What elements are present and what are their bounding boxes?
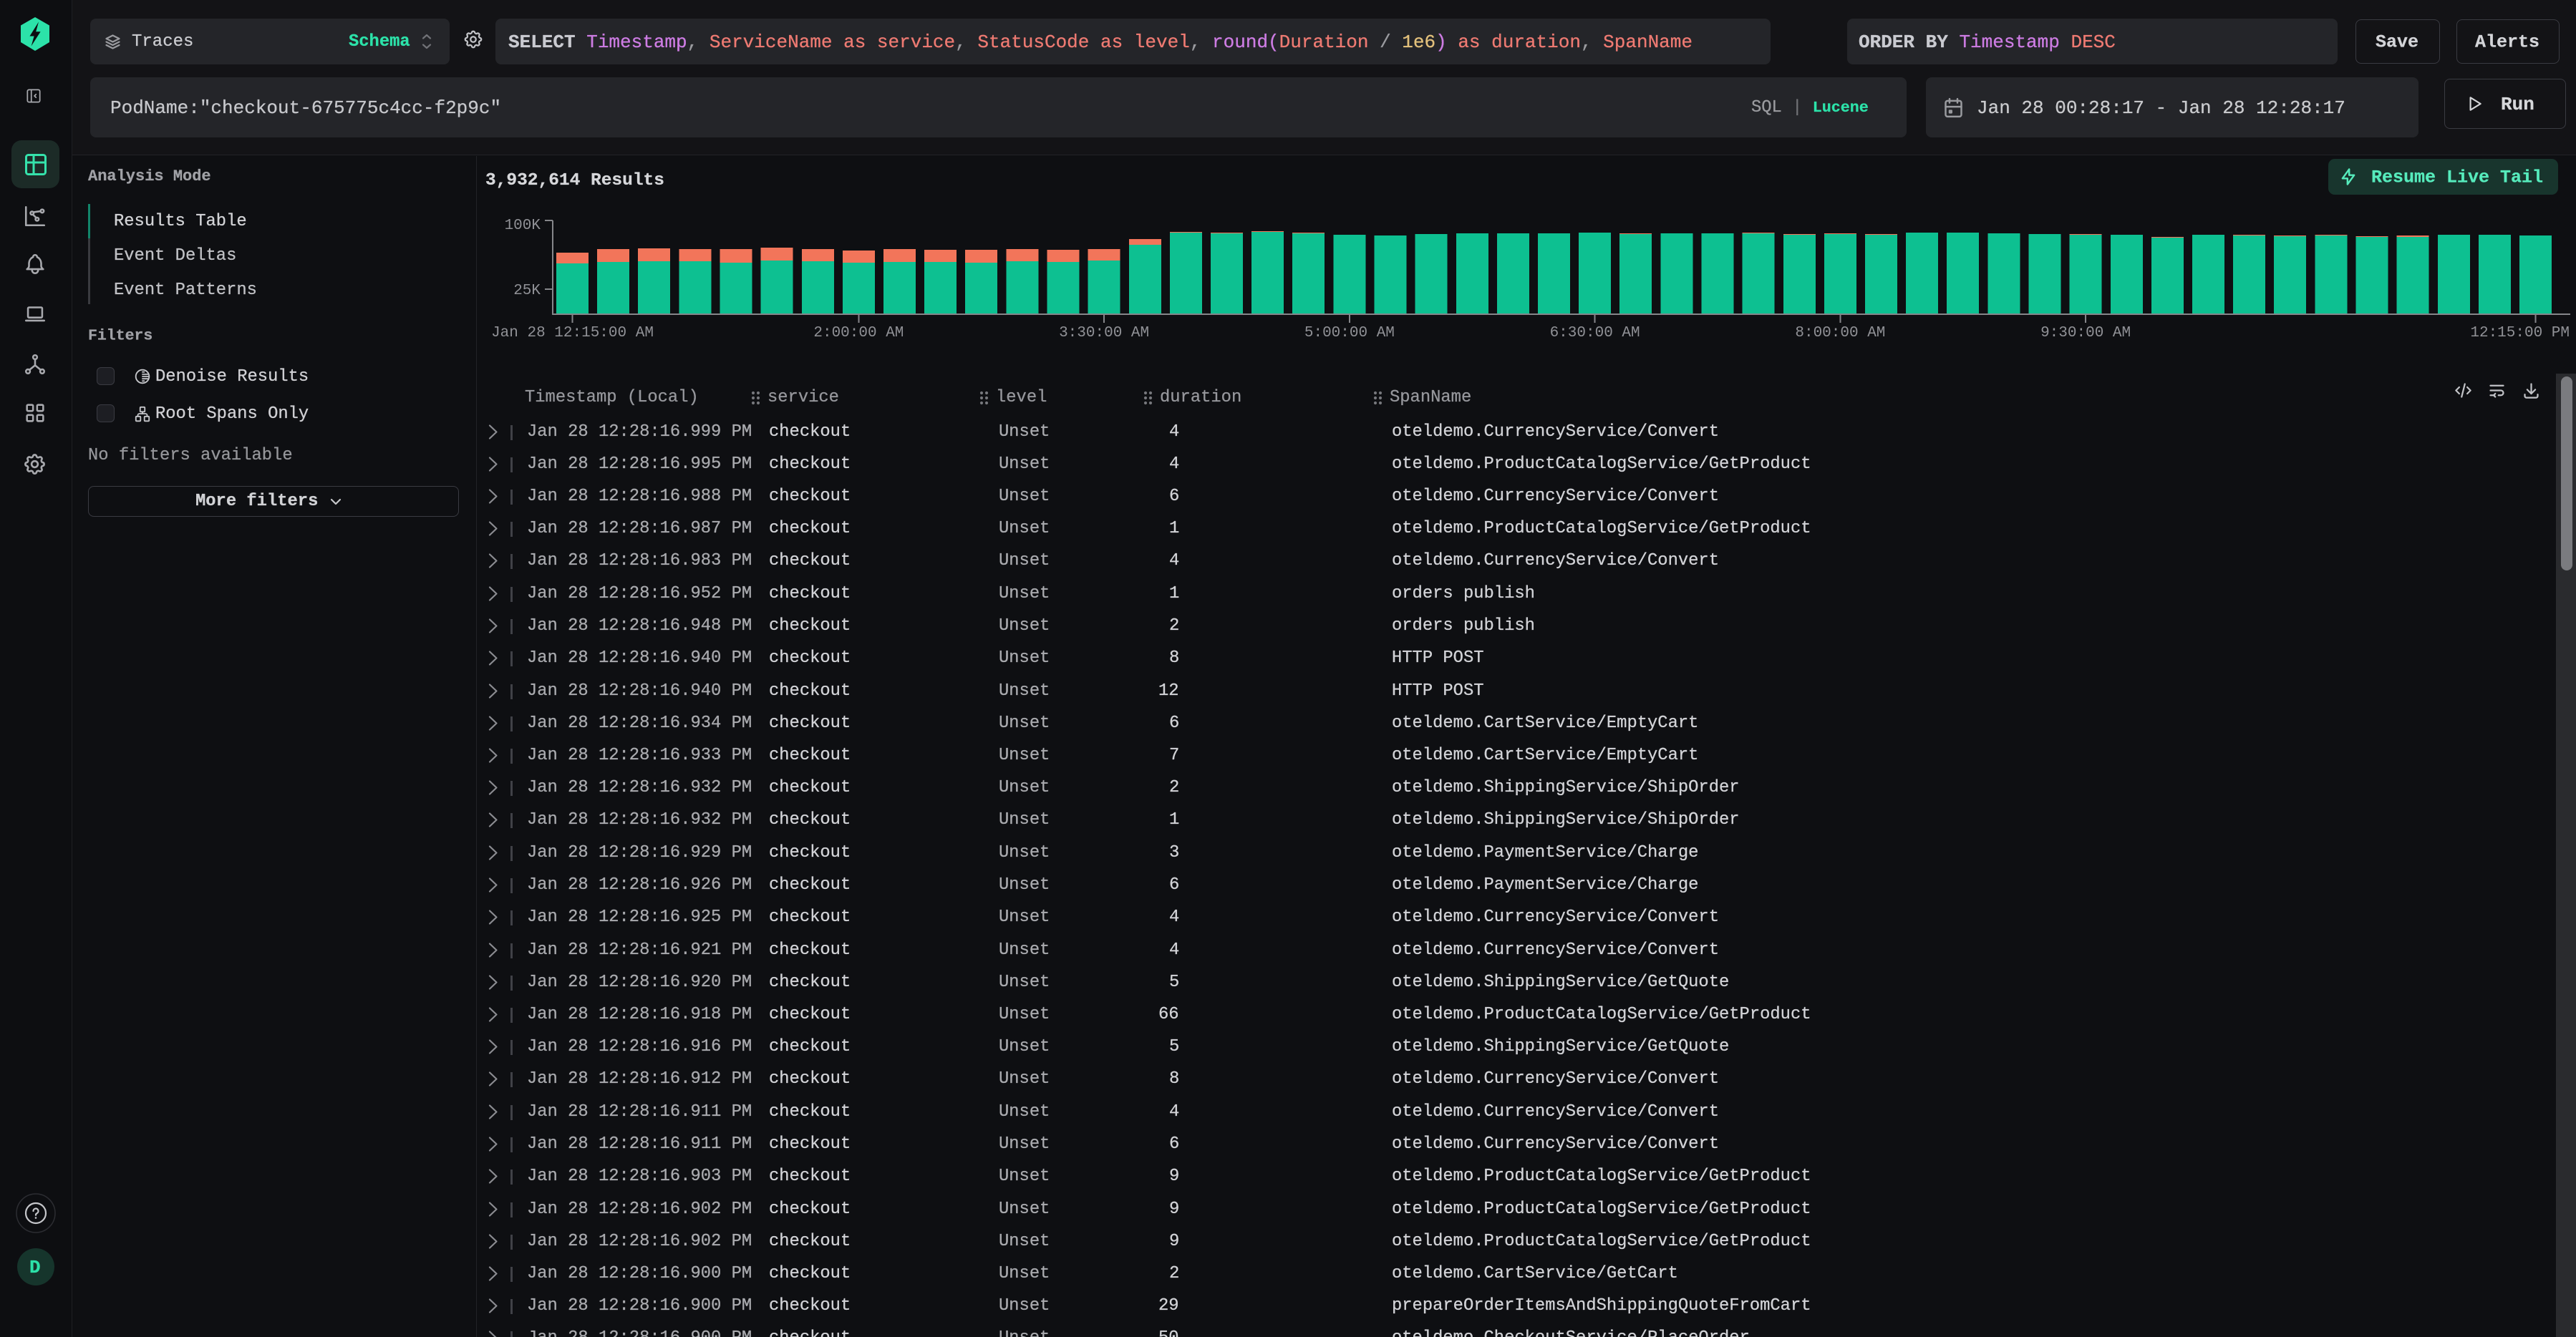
svg-text:3:30:00 AM: 3:30:00 AM: [1059, 325, 1149, 341]
svg-text:2:00:00 AM: 2:00:00 AM: [813, 325, 904, 341]
svg-text:6:30:00 AM: 6:30:00 AM: [1550, 325, 1640, 341]
svg-text:Jan 28 12:15:00 AM: Jan 28 12:15:00 AM: [491, 325, 654, 341]
svg-text:100K: 100K: [505, 218, 541, 234]
svg-text:12:15:00 PM: 12:15:00 PM: [2470, 325, 2570, 341]
svg-text:25K: 25K: [513, 283, 541, 299]
svg-text:9:30:00 AM: 9:30:00 AM: [2040, 325, 2131, 341]
svg-text:5:00:00 AM: 5:00:00 AM: [1304, 325, 1395, 341]
svg-text:8:00:00 AM: 8:00:00 AM: [1795, 325, 1885, 341]
